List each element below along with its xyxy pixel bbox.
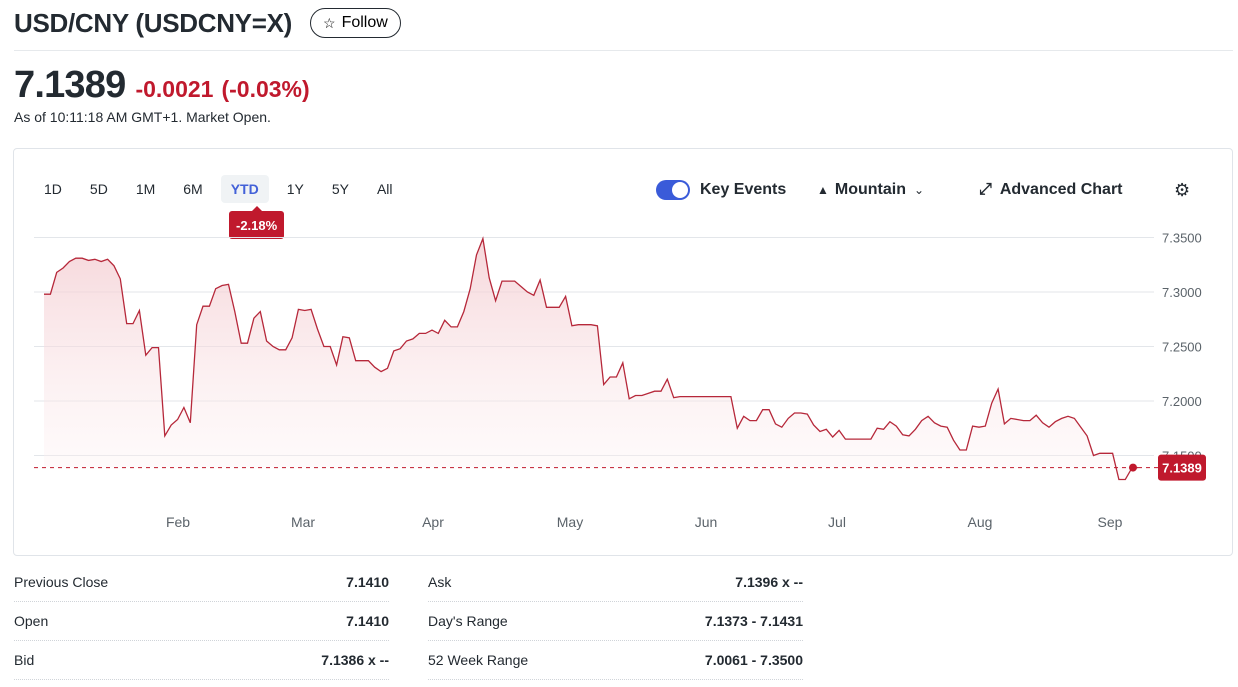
x-tick-label: May bbox=[557, 514, 583, 530]
header-divider bbox=[14, 50, 1233, 51]
ytd-change-badge: -2.18% bbox=[229, 206, 285, 239]
stat-label: 52 Week Range bbox=[428, 652, 529, 668]
expand-icon: ⤢ bbox=[979, 181, 992, 198]
stat-open: Open 7.1410 bbox=[14, 602, 389, 641]
quote-header: USD/CNY (USDCNY=X) ☆ Follow bbox=[14, 6, 401, 40]
current-price-tag-bg bbox=[1158, 454, 1206, 481]
stat-bid: Bid 7.1386 x -- bbox=[14, 641, 389, 680]
current-price-tag-text: 7.1389 bbox=[1162, 461, 1202, 476]
stat-value: 7.1396 x -- bbox=[735, 574, 803, 590]
stat-value: 7.1373 - 7.1431 bbox=[704, 613, 803, 629]
range-1y[interactable]: 1Y bbox=[286, 181, 304, 197]
price-line bbox=[44, 236, 1139, 481]
quote-price-block: 7.1389 -0.0021 (-0.03%) bbox=[14, 64, 310, 107]
stat-value: 7.1386 x -- bbox=[321, 652, 389, 668]
stat-days-range: Day's Range 7.1373 - 7.1431 bbox=[428, 602, 803, 641]
gear-icon: ⚙ bbox=[1174, 179, 1191, 200]
range-6m[interactable]: 6M bbox=[183, 181, 203, 197]
y-tick-label: 7.2500 bbox=[1162, 340, 1202, 355]
advanced-chart-button[interactable]: ⤢ Advanced Chart bbox=[979, 177, 1123, 203]
toggle-switch[interactable] bbox=[656, 180, 690, 200]
advanced-chart-label: Advanced Chart bbox=[999, 181, 1123, 198]
chart-card: 1D 5D 1M 6M YTD 1Y 5Y All -2.18% Key Eve… bbox=[13, 148, 1233, 556]
chevron-down-icon: ⌄ bbox=[913, 183, 925, 197]
range-ytd[interactable]: YTD bbox=[220, 175, 269, 203]
toggle-knob bbox=[672, 182, 688, 198]
stat-label: Previous Close bbox=[14, 574, 109, 590]
stats-right-column: Ask 7.1396 x -- Day's Range 7.1373 - 7.1… bbox=[428, 563, 803, 680]
star-icon: ☆ bbox=[323, 15, 336, 31]
price-change: -0.0021 bbox=[135, 76, 214, 102]
range-all[interactable]: All bbox=[376, 181, 393, 197]
range-5y[interactable]: 5Y bbox=[331, 181, 349, 197]
current-price-tag: 7.1389 bbox=[1158, 454, 1206, 481]
chart-settings-button[interactable]: ⚙ bbox=[1174, 177, 1190, 203]
mountain-icon: ▲ bbox=[817, 183, 829, 197]
price-change-percent: (-0.03%) bbox=[221, 76, 310, 102]
stat-label: Bid bbox=[14, 652, 35, 668]
current-price-dot bbox=[1129, 463, 1137, 472]
x-tick-label: Aug bbox=[968, 514, 993, 530]
key-events-label: Key Events bbox=[700, 181, 787, 198]
current-price: 7.1389 bbox=[14, 64, 126, 106]
x-tick-label: Sep bbox=[1098, 514, 1123, 530]
x-axis: Feb Mar Apr May Jun Jul Aug Sep bbox=[166, 514, 1123, 530]
x-tick-label: Mar bbox=[291, 514, 315, 530]
stat-label: Open bbox=[14, 613, 49, 629]
y-tick-label: 7.3500 bbox=[1162, 231, 1202, 246]
stat-label: Ask bbox=[428, 574, 452, 590]
range-1d[interactable]: 1D bbox=[44, 181, 62, 197]
key-events-toggle[interactable]: Key Events bbox=[656, 177, 786, 203]
follow-label: Follow bbox=[341, 14, 388, 31]
follow-button[interactable]: ☆ Follow bbox=[310, 8, 401, 38]
stat-label: Day's Range bbox=[428, 613, 508, 629]
y-tick-label: 7.3000 bbox=[1162, 285, 1202, 300]
as-of-timestamp: As of 10:11:18 AM GMT+1. Market Open. bbox=[14, 109, 271, 125]
x-tick-label: Apr bbox=[422, 514, 444, 530]
x-tick-label: Jun bbox=[695, 514, 718, 530]
y-tick-label: 7.2000 bbox=[1162, 394, 1202, 409]
x-tick-label: Jul bbox=[828, 514, 846, 530]
chart-type-dropdown[interactable]: ▲ Mountain ⌄ bbox=[817, 177, 924, 203]
range-selector: 1D 5D 1M 6M YTD 1Y 5Y All bbox=[34, 175, 411, 203]
stat-previous-close: Previous Close 7.1410 bbox=[14, 563, 389, 602]
stat-value: 7.0061 - 7.3500 bbox=[704, 652, 803, 668]
page-title: USD/CNY (USDCNY=X) bbox=[14, 7, 292, 38]
price-area bbox=[44, 238, 1138, 480]
stat-52-week-range: 52 Week Range 7.0061 - 7.3500 bbox=[428, 641, 803, 680]
chart-type-label: Mountain bbox=[834, 181, 906, 198]
range-5d[interactable]: 5D bbox=[89, 181, 108, 197]
stat-value: 7.1410 bbox=[346, 613, 389, 629]
stats-left-column: Previous Close 7.1410 Open 7.1410 Bid 7.… bbox=[14, 563, 389, 680]
range-1m[interactable]: 1M bbox=[135, 181, 156, 197]
stat-value: 7.1410 bbox=[346, 574, 389, 590]
x-tick-label: Feb bbox=[166, 514, 190, 530]
stat-ask: Ask 7.1396 x -- bbox=[428, 563, 803, 602]
